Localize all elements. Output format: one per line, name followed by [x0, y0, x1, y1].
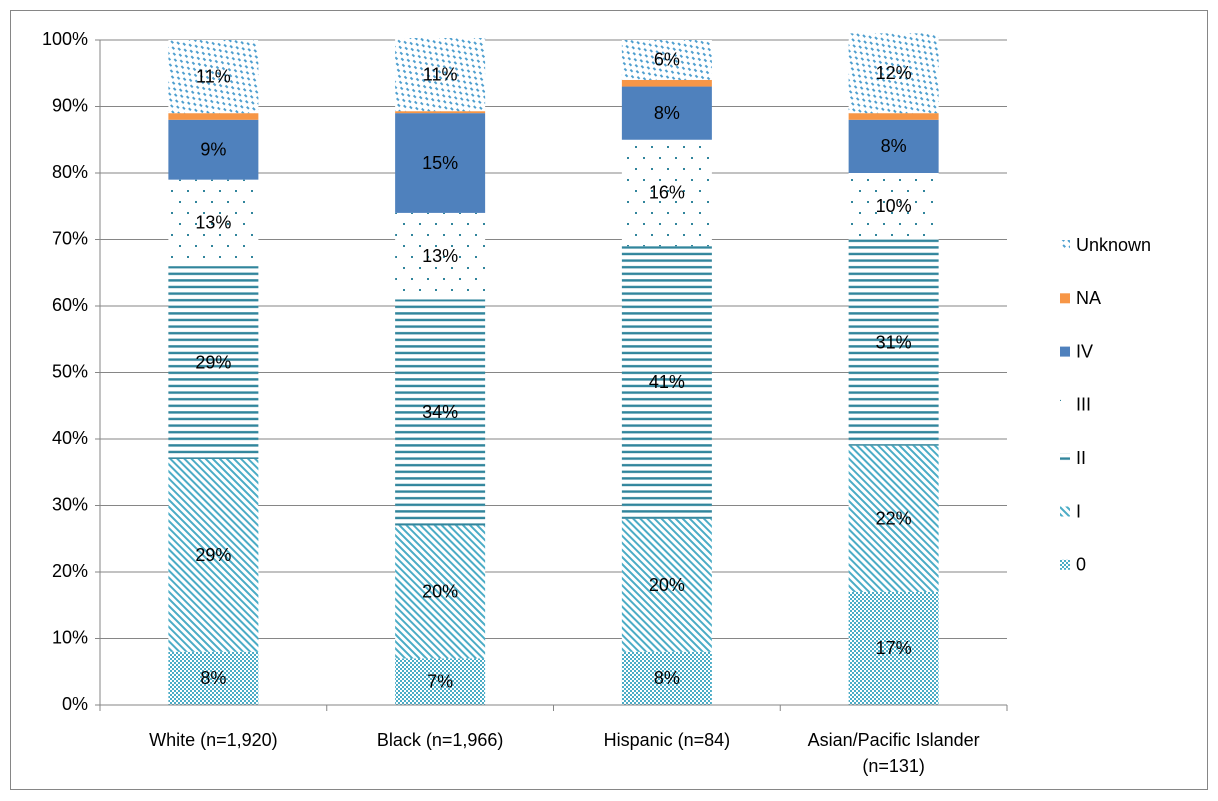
bar-segment	[621, 518, 712, 652]
data-label: 34%	[422, 402, 458, 422]
bar-segment	[168, 119, 259, 180]
bar-segment	[168, 179, 259, 267]
x-tick-label: Hispanic (n=84)	[603, 730, 731, 750]
bar-segment	[621, 40, 712, 80]
legend-label: I	[1076, 501, 1081, 521]
legend-swatch	[1060, 399, 1070, 410]
data-label: 13%	[422, 246, 458, 266]
data-label: 7%	[427, 671, 453, 691]
bar-segment	[621, 246, 712, 519]
y-tick-label: 60%	[52, 295, 88, 315]
bar-segment	[621, 651, 712, 705]
bar-segment	[621, 86, 712, 140]
bar-segment	[848, 239, 939, 446]
data-label: 20%	[422, 582, 458, 602]
legend-swatch	[1060, 506, 1070, 517]
y-tick-label: 0%	[62, 694, 88, 714]
y-tick-label: 40%	[52, 428, 88, 448]
data-label: 13%	[195, 213, 231, 233]
bar-segment	[621, 79, 712, 87]
y-tick-label: 90%	[52, 95, 88, 115]
bar-segment	[848, 119, 939, 173]
y-tick-label: 70%	[52, 228, 88, 248]
bar-segment	[395, 111, 486, 114]
legend-label: IV	[1076, 341, 1093, 361]
data-label: 16%	[649, 183, 685, 203]
legend-label: II	[1076, 448, 1086, 468]
data-label: 11%	[196, 66, 231, 86]
bar-segment	[395, 212, 486, 300]
legend-swatch	[1060, 559, 1070, 570]
bar-segment	[848, 33, 939, 114]
legend-swatch	[1060, 346, 1070, 357]
data-label: 6%	[654, 50, 680, 70]
legend-swatch	[1060, 293, 1070, 304]
y-tick-label: 100%	[42, 29, 88, 49]
x-tick-label: White (n=1,920)	[149, 730, 278, 750]
bar-segment	[848, 591, 939, 705]
bar-segment	[395, 113, 486, 213]
bar-segment	[168, 458, 259, 652]
y-tick-label: 10%	[52, 627, 88, 647]
legend-swatch	[1060, 453, 1070, 464]
legend-swatch	[1060, 240, 1070, 250]
data-label: 12%	[876, 63, 912, 83]
y-tick-label: 80%	[52, 162, 88, 182]
x-tick-label: Asian/Pacific Islander (n=131)	[807, 730, 980, 776]
data-label: 22%	[876, 509, 912, 529]
data-label: 9%	[200, 139, 226, 159]
bar-segment	[848, 113, 939, 120]
bar-segment	[848, 445, 939, 592]
y-tick-label: 20%	[52, 561, 88, 581]
bar-segment	[395, 38, 486, 112]
bar-segment	[168, 113, 259, 120]
data-label: 8%	[654, 103, 680, 123]
data-label: 41%	[649, 372, 685, 392]
bar-segment	[395, 299, 486, 526]
data-label: 11%	[423, 64, 458, 84]
legend-label: Unknown	[1076, 235, 1151, 255]
legend-label: NA	[1076, 288, 1101, 308]
data-label: 20%	[649, 575, 685, 595]
bar-segment	[621, 139, 712, 247]
data-label: 29%	[195, 545, 231, 565]
y-tick-label: 30%	[52, 494, 88, 514]
legend-label: 0	[1076, 555, 1086, 575]
data-label: 10%	[876, 196, 912, 216]
data-label: 8%	[881, 136, 907, 156]
data-label: 17%	[876, 638, 912, 658]
legend-label: III	[1076, 395, 1091, 415]
bar-segment	[395, 525, 486, 659]
data-label: 31%	[876, 332, 912, 352]
bar-segment	[168, 651, 259, 705]
x-tick-label: Black (n=1,966)	[376, 730, 504, 750]
y-tick-label: 50%	[52, 361, 88, 381]
data-label: 29%	[195, 352, 231, 372]
data-label: 8%	[654, 668, 680, 688]
bar-segment	[168, 266, 259, 459]
bar-segment	[395, 658, 486, 705]
bar-segment	[848, 173, 939, 240]
data-label: 15%	[422, 153, 458, 173]
bar-segment	[168, 40, 259, 114]
data-label: 8%	[200, 668, 226, 688]
